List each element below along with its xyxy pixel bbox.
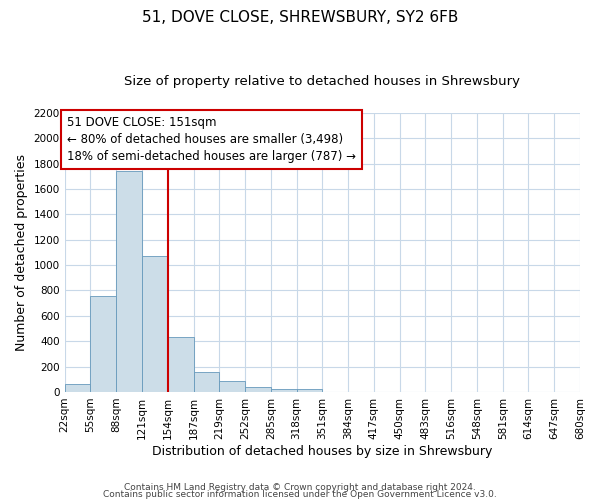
Bar	[245, 387, 271, 392]
Text: Contains HM Land Registry data © Crown copyright and database right 2024.: Contains HM Land Registry data © Crown c…	[124, 484, 476, 492]
Text: 51 DOVE CLOSE: 151sqm
← 80% of detached houses are smaller (3,498)
18% of semi-d: 51 DOVE CLOSE: 151sqm ← 80% of detached …	[67, 116, 356, 163]
Bar	[116, 171, 142, 392]
Bar	[296, 390, 322, 392]
Text: 51, DOVE CLOSE, SHREWSBURY, SY2 6FB: 51, DOVE CLOSE, SHREWSBURY, SY2 6FB	[142, 10, 458, 25]
Y-axis label: Number of detached properties: Number of detached properties	[15, 154, 28, 351]
Bar	[142, 256, 168, 392]
Bar	[219, 381, 245, 392]
X-axis label: Distribution of detached houses by size in Shrewsbury: Distribution of detached houses by size …	[152, 444, 493, 458]
Text: Contains public sector information licensed under the Open Government Licence v3: Contains public sector information licen…	[103, 490, 497, 499]
Bar	[91, 296, 116, 392]
Bar	[193, 372, 219, 392]
Bar	[65, 384, 91, 392]
Title: Size of property relative to detached houses in Shrewsbury: Size of property relative to detached ho…	[124, 75, 520, 88]
Bar	[168, 338, 193, 392]
Bar	[271, 389, 296, 392]
